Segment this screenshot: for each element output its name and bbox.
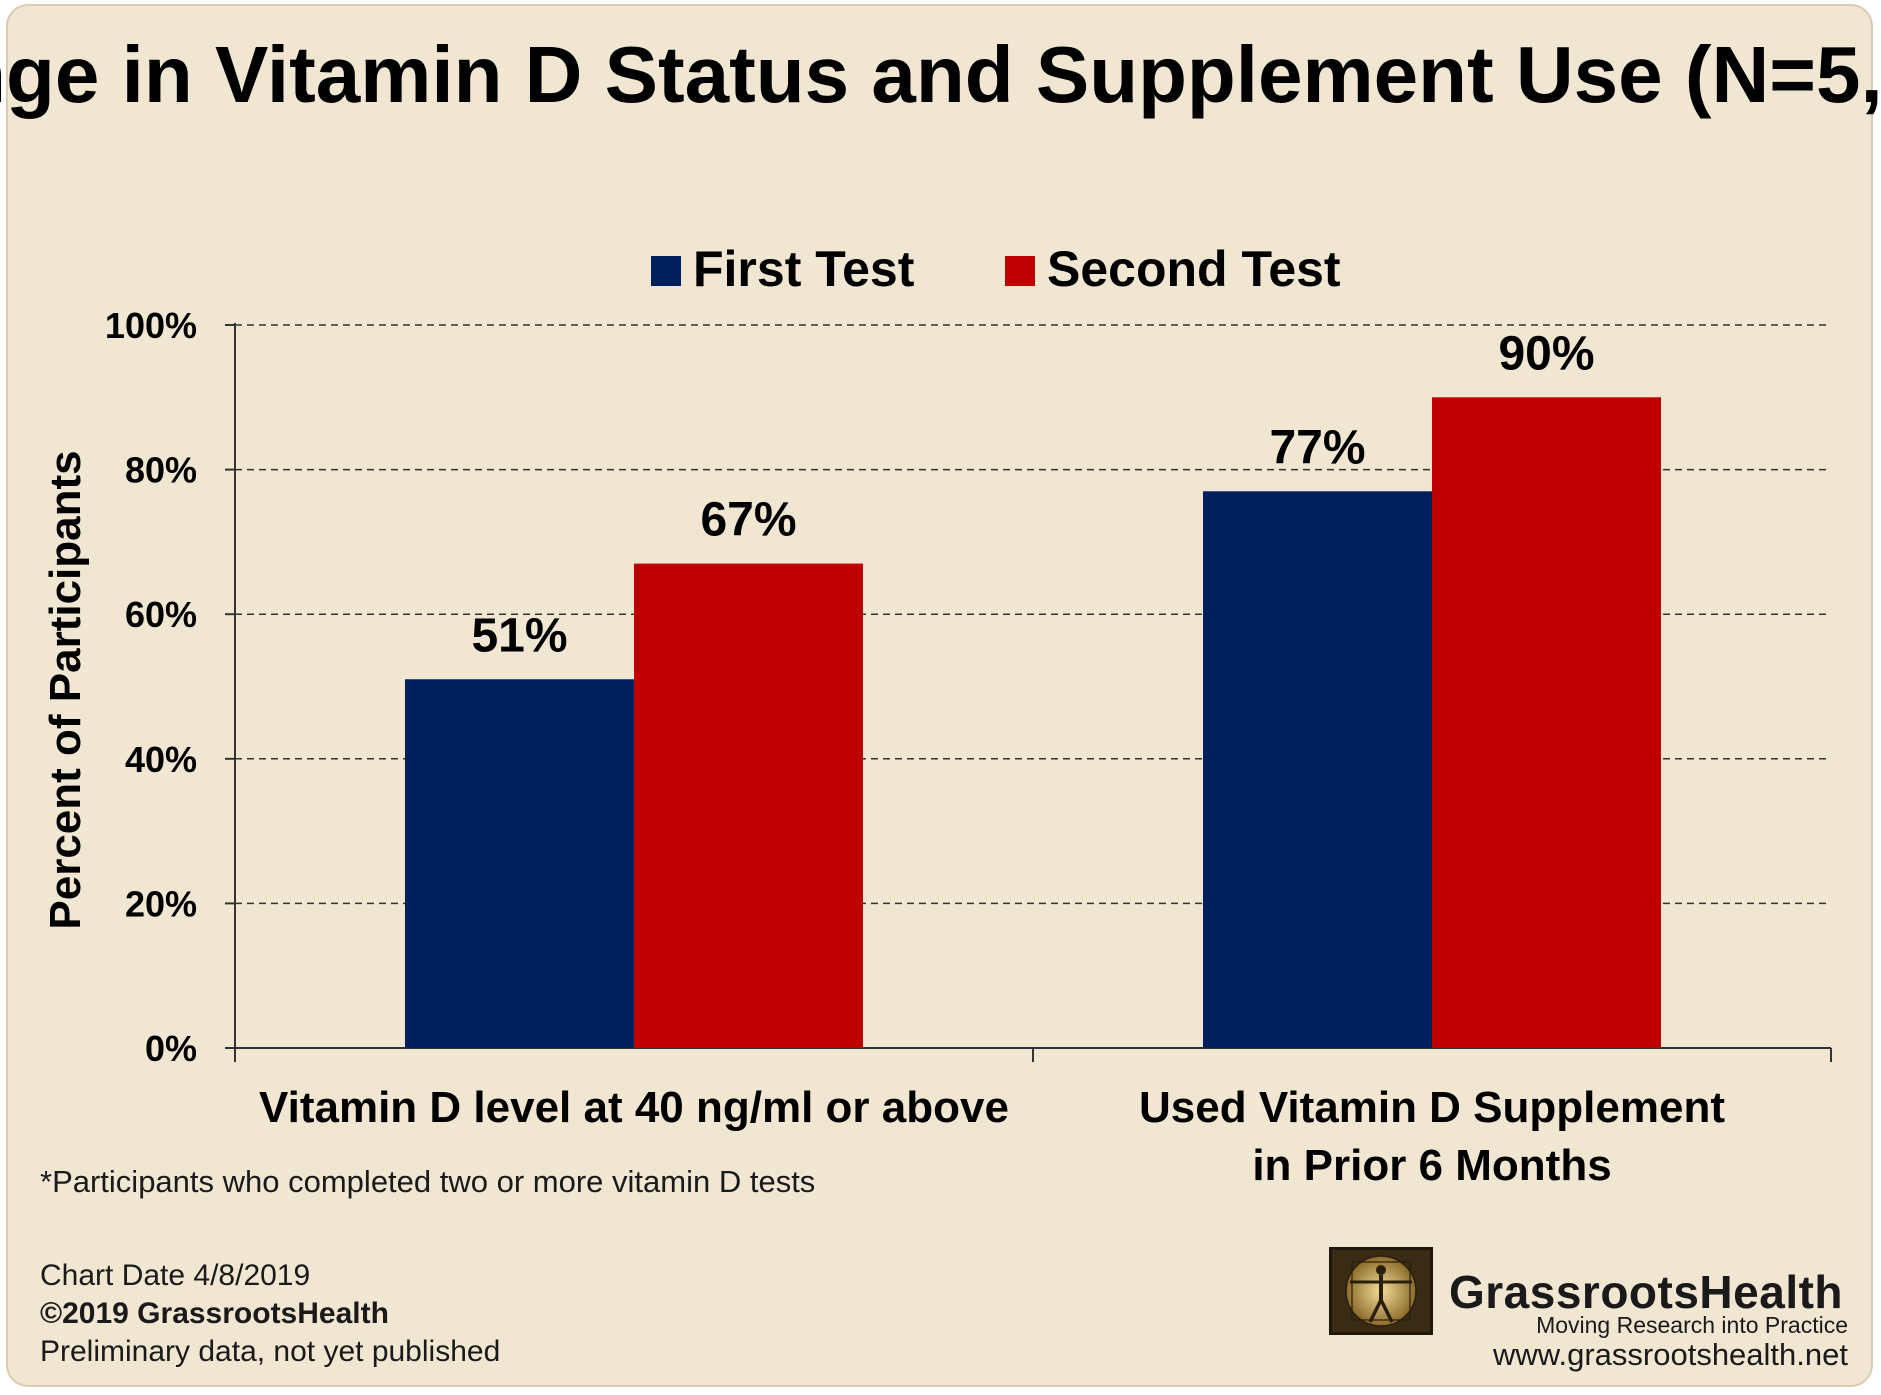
copyright: ©2019 GrassrootsHealth — [40, 1297, 389, 1330]
brand-name: GrassrootsHealth — [1449, 1266, 1844, 1318]
y-tick-label: 20% — [125, 883, 197, 924]
data-label: 67% — [700, 494, 796, 547]
x-category-label: Used Vitamin D Supplement — [1139, 1083, 1725, 1132]
legend-swatch — [651, 256, 681, 286]
y-tick-label: 60% — [125, 594, 197, 635]
bar-second-test — [634, 563, 863, 1048]
bar-first-test — [1203, 491, 1432, 1048]
data-label: 77% — [1269, 421, 1365, 474]
footnote: *Participants who completed two or more … — [40, 1164, 816, 1199]
x-category-label: Vitamin D level at 40 ng/ml or above — [259, 1083, 1009, 1132]
y-tick-label: 80% — [125, 450, 197, 491]
bar-first-test — [405, 679, 634, 1048]
bar-second-test — [1432, 397, 1661, 1048]
bars — [405, 397, 1661, 1048]
axes: 0% 20% 40% 60% 80% 100% Vitamin D level at 40 … — [105, 305, 1832, 1190]
chart-date: Chart Date 4/8/2019 — [40, 1259, 311, 1292]
data-label: 51% — [471, 609, 567, 662]
y-tick-label: 100% — [105, 305, 197, 346]
data-labels: 51% 67% 77% 90% — [471, 327, 1594, 662]
legend: First Test Second Test — [651, 241, 1341, 297]
x-category-label: in Prior 6 Months — [1252, 1141, 1611, 1190]
vitruvian-man-icon — [1329, 1247, 1433, 1335]
legend-swatch — [1005, 256, 1035, 286]
y-tick-label: 40% — [125, 739, 197, 780]
data-status: Preliminary data, not yet published — [40, 1335, 501, 1368]
chart-title: Change in Vitamin D Status and Supplemen… — [0, 30, 1881, 119]
brand-url[interactable]: www.grassrootshealth.net — [1493, 1337, 1848, 1372]
y-axis-label: Percent of Participants — [41, 450, 90, 929]
data-label: 90% — [1498, 327, 1594, 380]
y-tick-label: 0% — [145, 1028, 197, 1069]
legend-label: First Test — [693, 241, 915, 297]
brand-tagline: Moving Research into Practice — [1536, 1312, 1848, 1338]
legend-label: Second Test — [1047, 241, 1341, 297]
